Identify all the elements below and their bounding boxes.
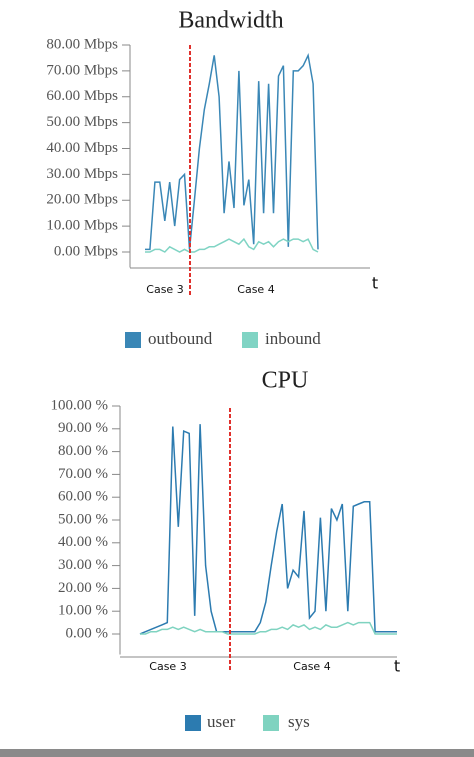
- y-tick-label: 50.00 Mbps: [46, 114, 118, 130]
- series-line: [139, 424, 397, 635]
- y-tick-label: 60.00 Mbps: [46, 88, 118, 104]
- y-tick-label: 30.00 %: [58, 557, 108, 573]
- y-tick-label: 100.00 %: [51, 397, 109, 413]
- series-line: [145, 52, 319, 251]
- case-label: Case 3: [146, 283, 183, 296]
- y-tick-label: 0.00 %: [66, 625, 109, 641]
- y-tick-label: 20.00 Mbps: [46, 192, 118, 208]
- legend-swatch: [125, 332, 141, 348]
- y-tick-label: 0.00 Mbps: [54, 243, 118, 259]
- bottom-bar: [0, 749, 474, 757]
- case-label: Case 4: [293, 660, 330, 673]
- legend-label: outbound: [148, 329, 213, 348]
- y-tick-label: 50.00 %: [58, 511, 108, 527]
- case-label: Case 3: [149, 660, 186, 673]
- y-tick-label: 70.00 Mbps: [46, 62, 118, 78]
- series-line: [140, 621, 397, 635]
- legend-swatch: [263, 715, 279, 731]
- y-tick-label: 10.00 Mbps: [46, 218, 118, 234]
- x-axis-label: t: [394, 657, 400, 676]
- y-tick-label: 60.00 %: [58, 489, 108, 505]
- y-tick-label: 70.00 %: [58, 466, 108, 482]
- series-line: [145, 237, 319, 253]
- y-tick-label: 90.00 %: [58, 420, 108, 436]
- chart-title: CPU: [262, 368, 309, 394]
- legend-swatch: [242, 332, 258, 348]
- legend-label: user: [207, 712, 236, 731]
- case-label: Case 4: [237, 283, 274, 296]
- y-tick-label: 40.00 Mbps: [46, 140, 118, 156]
- y-tick-label: 20.00 %: [58, 580, 108, 596]
- y-tick-label: 30.00 Mbps: [46, 166, 118, 182]
- chart-title: Bandwidth: [178, 8, 283, 34]
- legend-label: inbound: [265, 329, 321, 348]
- y-tick-label: 10.00 %: [58, 603, 108, 619]
- y-tick-label: 40.00 %: [58, 534, 108, 550]
- y-tick-label: 80.00 %: [58, 443, 108, 459]
- legend-swatch: [185, 715, 201, 731]
- y-tick-label: 80.00 Mbps: [46, 36, 118, 52]
- legend-label: sys: [288, 712, 310, 731]
- x-axis-label: t: [372, 274, 378, 293]
